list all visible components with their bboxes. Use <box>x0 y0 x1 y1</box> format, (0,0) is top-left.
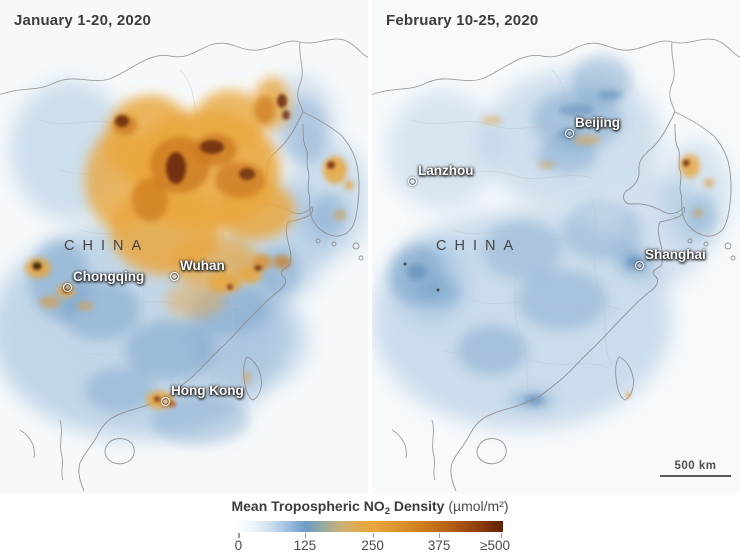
city-marker-icon <box>635 261 644 270</box>
map-canvas-january <box>0 0 368 494</box>
city-label: Chongqing <box>73 269 145 284</box>
city-hong-kong: Hong Kong <box>161 383 244 406</box>
city-chongqing: Chongqing <box>63 269 144 292</box>
city-marker-icon <box>565 129 574 138</box>
scale-bar-line <box>660 475 731 478</box>
legend-colorbar <box>237 521 503 532</box>
map-title-february: February 10-25, 2020 <box>386 12 539 29</box>
map-panel-february: February 10-25, 2020 CHINA Beijing Lanzh… <box>372 0 740 494</box>
legend-title-text2: Density <box>390 498 445 514</box>
city-marker-icon <box>170 272 179 281</box>
city-label: Lanzhou <box>418 163 474 178</box>
legend-tickmarks <box>237 532 503 538</box>
tick-mark <box>439 533 441 538</box>
country-label-china-left: CHINA <box>64 238 150 254</box>
country-label-china-right: CHINA <box>436 238 522 254</box>
city-label: Beijing <box>575 115 621 130</box>
legend-colorbar-wrap: 0 125 250 375 ≥500 <box>234 521 510 556</box>
legend-tick-labels: 0 125 250 375 ≥500 <box>234 538 510 556</box>
tick-label-375: 375 <box>427 538 451 553</box>
city-marker-icon <box>63 283 72 292</box>
legend-title: Mean Tropospheric NO2 Density (µmol/m²) <box>0 494 740 517</box>
tick-mark <box>238 533 240 538</box>
scale-bar-label: 500 km <box>674 460 717 472</box>
tick-label-500: ≥500 <box>480 538 510 553</box>
scale-bar: 500 km <box>660 460 731 478</box>
city-beijing: Beijing <box>565 115 620 138</box>
tick-mark <box>372 533 374 538</box>
tick-mark <box>501 533 503 538</box>
tick-label-0: 0 <box>234 538 243 553</box>
city-wuhan: Wuhan <box>170 258 225 281</box>
city-marker-icon <box>408 177 417 186</box>
map-title-january: January 1-20, 2020 <box>14 12 152 29</box>
legend-title-text: Mean Tropospheric NO <box>231 498 385 514</box>
tick-label-125: 125 <box>293 538 317 553</box>
city-marker-icon <box>161 397 170 406</box>
city-label: Wuhan <box>180 258 225 273</box>
legend-title-units: (µmol/m²) <box>444 498 509 514</box>
map-panel-january: January 1-20, 2020 CHINA Chongqing Wuhan… <box>0 0 368 494</box>
city-lanzhou: Lanzhou <box>408 163 474 186</box>
city-label: Shanghai <box>645 247 706 262</box>
map-canvas-february <box>372 0 740 494</box>
city-label: Hong Kong <box>171 383 244 398</box>
legend: Mean Tropospheric NO2 Density (µmol/m²) … <box>0 494 740 560</box>
legend-title-subscript: 2 <box>384 506 390 517</box>
tick-mark <box>304 533 307 538</box>
tick-label-250: 250 <box>361 538 384 553</box>
city-shanghai: Shanghai <box>635 247 706 270</box>
